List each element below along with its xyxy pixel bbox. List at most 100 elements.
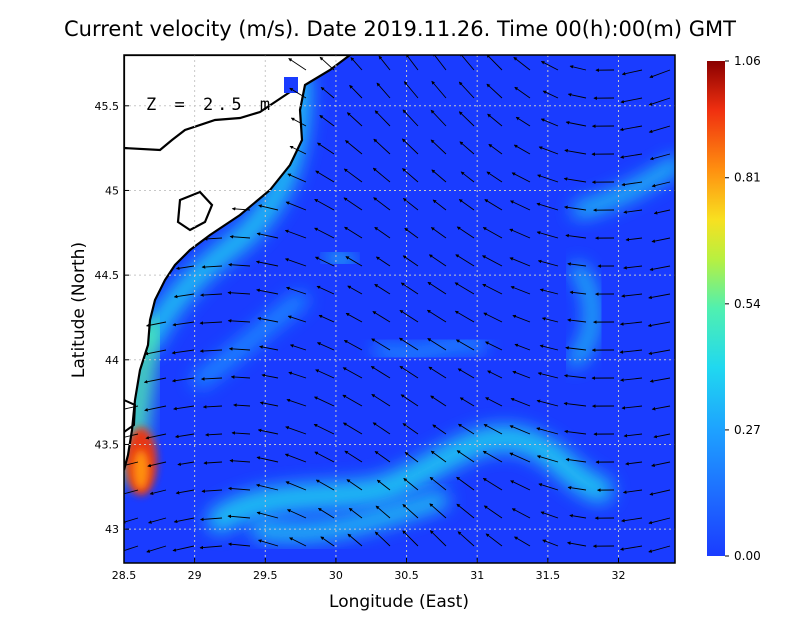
velocity-arrow [373,138,391,155]
velocity-arrow [228,347,251,351]
y-tick-label: 45 [105,184,119,197]
velocity-arrow [488,143,503,155]
velocity-arrow [202,405,223,409]
velocity-arrow [374,110,391,127]
velocity-arrow [316,285,335,295]
velocity-arrow [374,226,391,239]
velocity-arrow [459,55,475,71]
velocity-arrow [511,508,531,519]
colorbar-tick-label: 1.06 [734,54,761,68]
velocity-arrow [541,317,559,323]
velocity-arrow [344,450,363,463]
velocity-arrow [427,338,447,351]
velocity-arrow [648,517,671,525]
velocity-arrow [460,171,475,183]
velocity-arrow [454,310,475,323]
velocity-arrow [482,450,503,463]
velocity-arrow [201,265,223,269]
velocity-arrow [376,479,391,491]
velocity-arrow [430,139,447,155]
velocity-arrow [145,321,167,328]
velocity-arrow [374,531,391,547]
velocity-arrow [431,80,447,99]
velocity-arrow [259,345,279,351]
velocity-arrow [371,393,391,407]
velocity-arrow [229,458,251,463]
velocity-arrow [147,461,167,468]
colorbar-tick-label: 0.54 [734,297,761,311]
velocity-arrow [285,286,307,295]
velocity-arrow [289,344,307,351]
velocity-arrow [124,405,139,410]
velocity-arrow [372,311,391,323]
velocity-arrow [458,199,475,211]
velocity-arrow [621,181,643,187]
velocity-arrow [227,290,251,295]
velocity-arrow [429,503,447,519]
y-tick-label: 43.5 [95,438,120,451]
velocity-arrow [373,197,391,211]
velocity-arrow [540,511,559,519]
velocity-arrow [485,533,503,547]
velocity-arrow [287,315,307,323]
velocity-arrow [201,489,223,493]
velocity-arrow [651,461,671,467]
velocity-arrow [430,395,447,407]
velocity-arrow [621,517,643,523]
velocity-arrow [623,265,643,270]
velocity-arrow [259,401,279,407]
velocity-arrow [510,480,531,491]
y-axis-label: Latitude (North) [69,242,89,378]
velocity-arrow [619,349,643,354]
velocity-arrow [513,536,531,547]
velocity-arrow [317,142,335,155]
velocity-arrow [231,431,251,435]
velocity-arrow [565,457,587,463]
velocity-arrow [483,505,503,519]
y-tick-label: 43 [105,523,119,536]
velocity-arrow [177,461,195,466]
velocity-arrow [536,427,559,435]
velocity-arrow [315,369,335,379]
land-pixel-north [284,77,298,93]
velocity-arrow [432,424,447,435]
velocity-arrow [289,537,307,547]
velocity-arrow [398,337,419,351]
velocity-arrow [509,425,531,435]
velocity-arrow [483,423,503,435]
velocity-arrow [457,423,475,435]
velocity-arrow [430,109,447,127]
coast-inner [124,399,137,433]
velocity-arrow [455,339,475,351]
velocity-arrow [538,483,559,491]
velocity-arrow [314,199,335,211]
velocity-arrow [343,339,363,351]
velocity-arrow [173,517,195,524]
velocity-arrow [227,542,251,547]
velocity-arrow [285,426,307,435]
velocity-arrow [228,262,251,267]
streak-northeast [572,157,675,218]
velocity-arrow [255,260,279,267]
current-hotspot-core [132,449,149,490]
velocity-arrow [542,539,559,547]
velocity-arrow [320,86,335,99]
velocity-arrow [256,511,279,519]
streak-small-eddy [324,249,356,267]
velocity-arrow [649,489,671,496]
velocity-arrow [375,256,391,267]
velocity-arrow [619,125,643,132]
velocity-arrow [511,172,531,183]
velocity-arrow [344,226,363,239]
x-tick-label: 31.5 [536,569,561,582]
velocity-arrow [347,285,363,295]
velocity-arrow [457,531,475,547]
colorbar-tick-label: 0.81 [734,171,761,185]
velocity-arrow [346,479,363,491]
velocity-arrow [289,87,307,99]
velocity-arrow [565,346,587,351]
velocity-arrow [619,321,643,326]
velocity-arrow [509,228,531,239]
velocity-arrow [376,82,391,99]
velocity-arrow [485,397,503,407]
